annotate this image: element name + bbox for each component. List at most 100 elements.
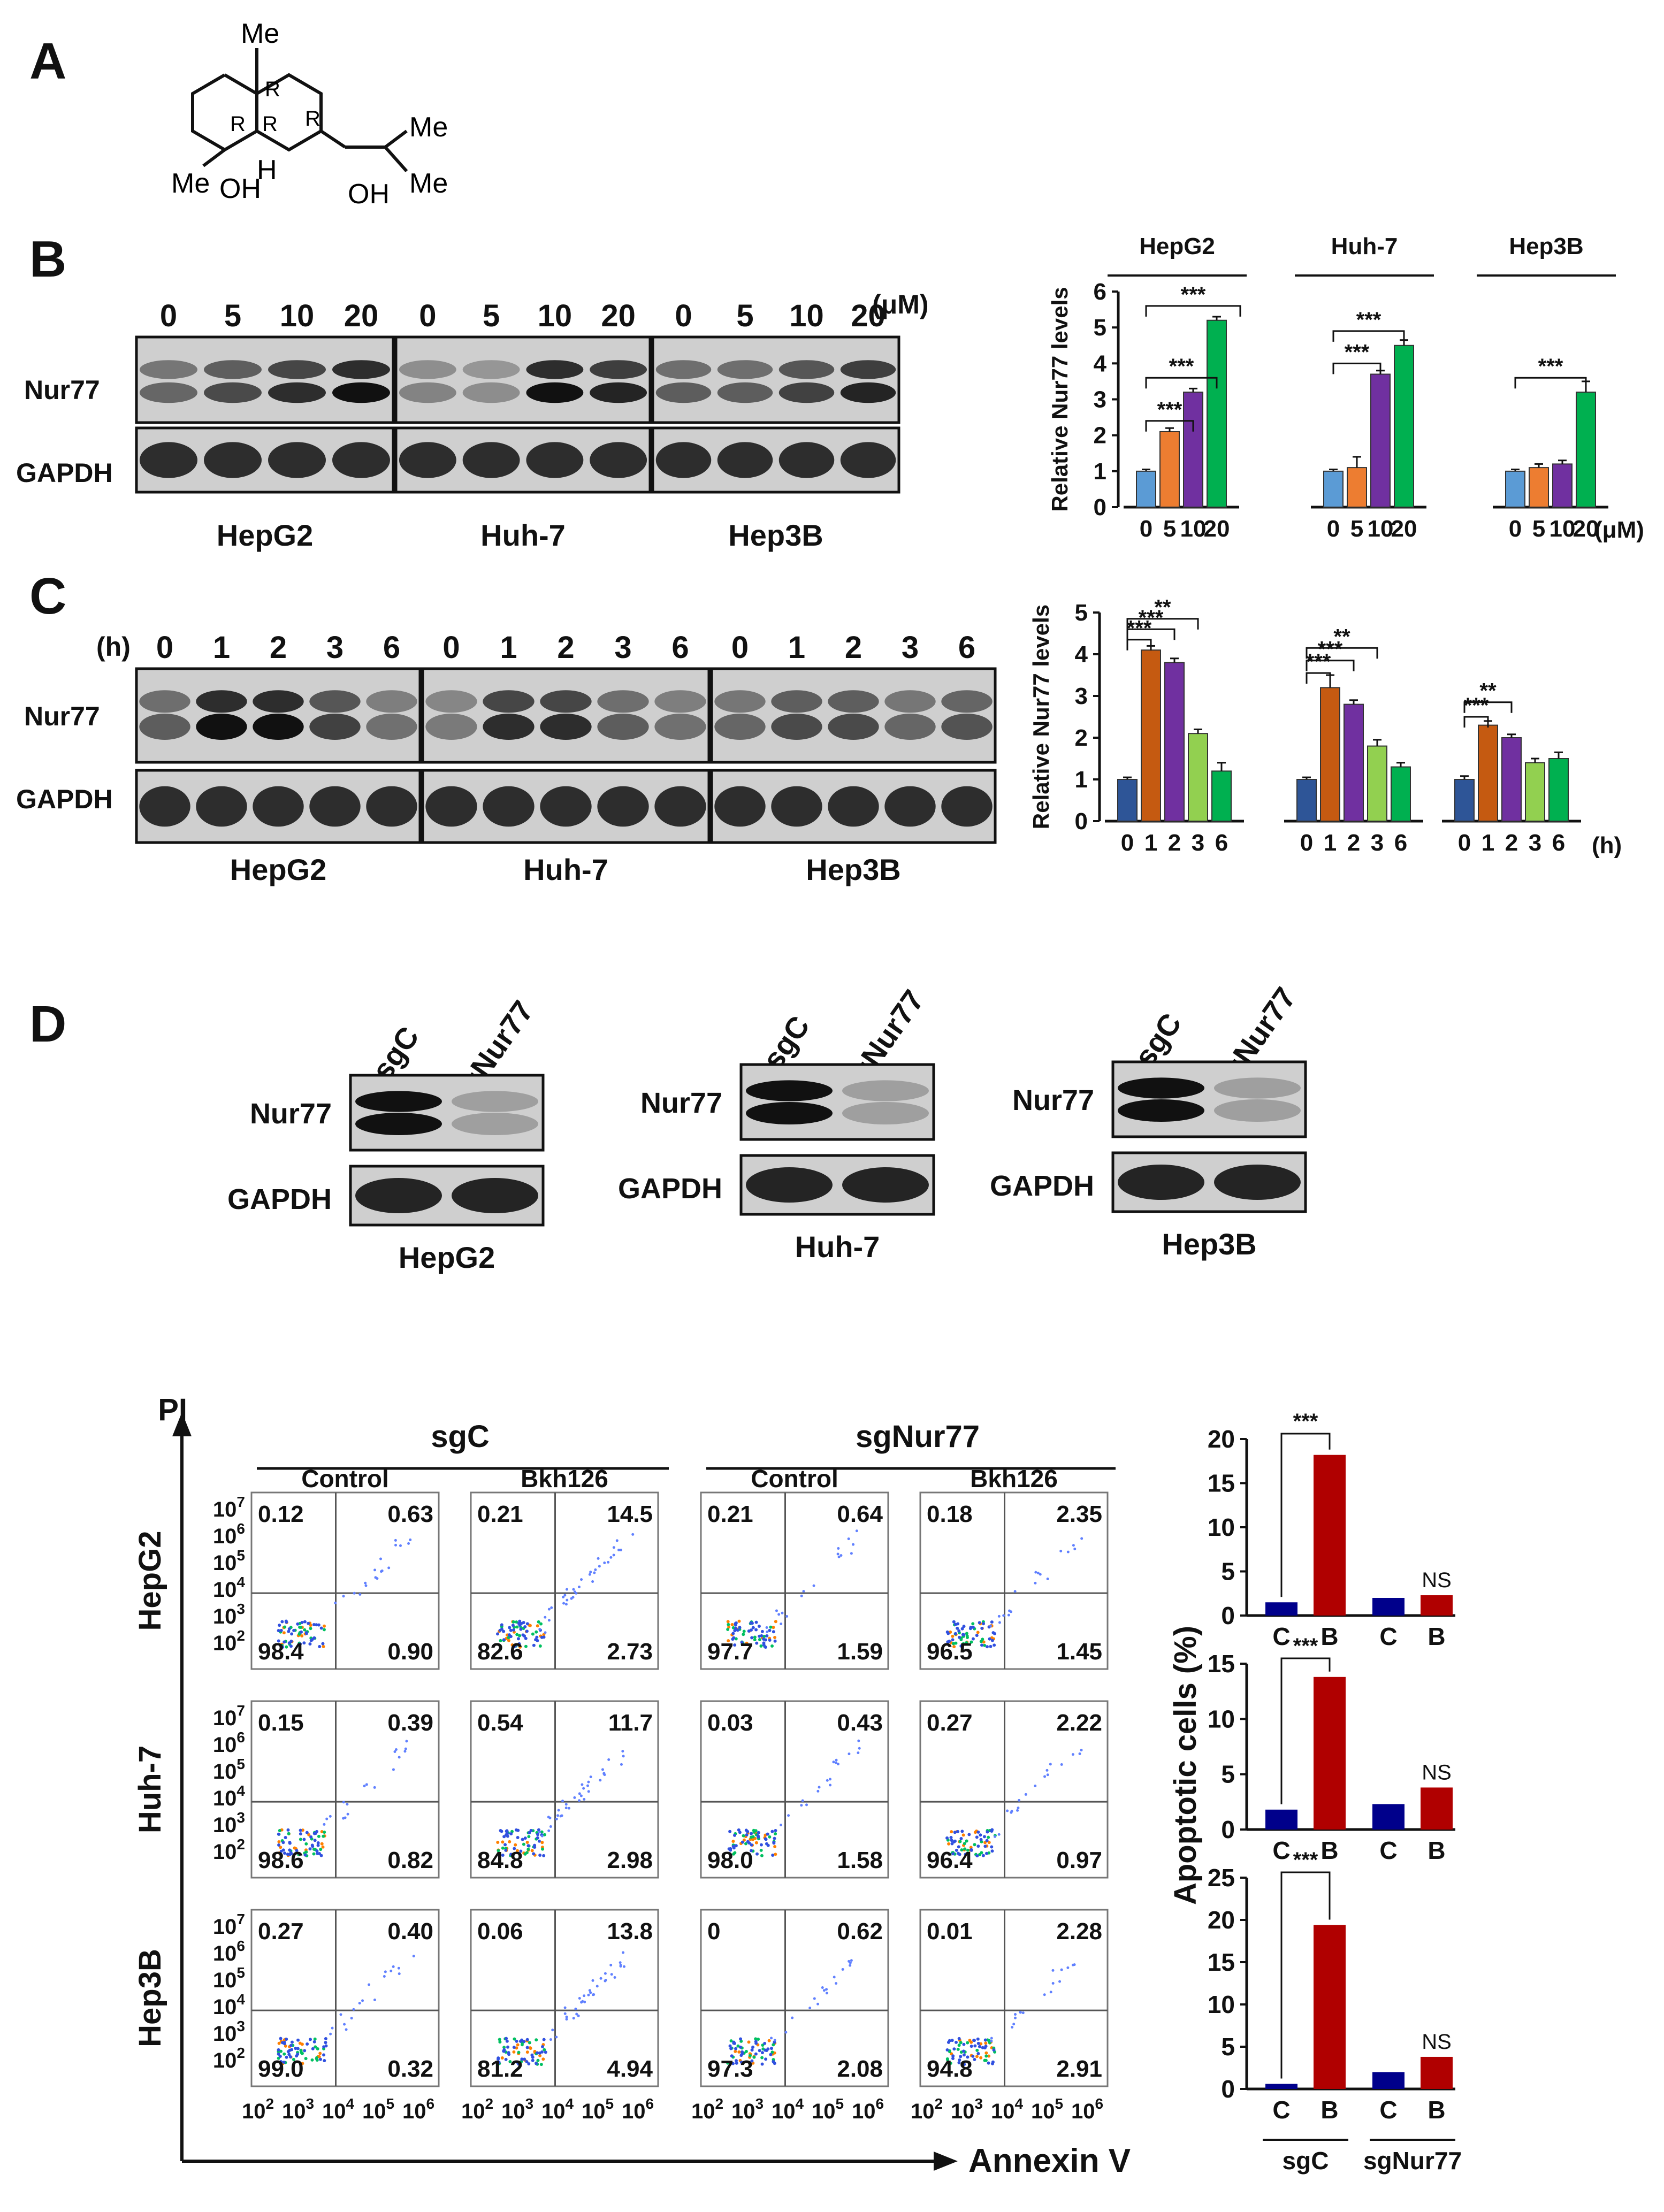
flow-xtick-label: 105 [812, 2095, 844, 2123]
flow-dot [562, 1596, 565, 1599]
flow-dot [536, 1836, 539, 1840]
flow-quad-ll: 94.8 [927, 2056, 973, 2082]
flow-dot [983, 1844, 987, 1848]
flow-quad-ur: 2.28 [1056, 1918, 1102, 1945]
flow-xtick-label: 104 [322, 2095, 355, 2123]
flow-dot [607, 1758, 610, 1761]
flow-dot [537, 1620, 540, 1624]
flow-dot [322, 2045, 326, 2049]
flow-dot [998, 1621, 1001, 1624]
flow-dot [588, 1573, 591, 1576]
apoptosis-group-label: sgC [1283, 2147, 1329, 2175]
flow-dot [812, 1584, 815, 1587]
blot-c-huh7-nur77-band [425, 714, 477, 740]
chart-b-xtick-label: 0 [1509, 516, 1522, 542]
flow-plot-frame [919, 1700, 1109, 1879]
flow-dot [297, 1853, 301, 1857]
blot-d-hep3b-gapdh-label: GAPDH [990, 1170, 1094, 1202]
flow-dot [623, 1965, 626, 1968]
flow-dot [517, 1642, 521, 1645]
flow-dot [508, 2060, 512, 2063]
flow-dot [821, 1986, 824, 1989]
chart-c-bar [1211, 770, 1232, 822]
flow-dot [363, 1785, 366, 1788]
flow-dot [959, 1638, 963, 1642]
flow-dot [565, 2018, 568, 2021]
flow-dot [962, 1625, 966, 1628]
apoptosis-ytick-label: 20 [1208, 1425, 1235, 1453]
blot-b-huh7-nur77-band [590, 382, 647, 403]
blot-c-hep3b-lane-label: 1 [788, 630, 805, 665]
flow-dot [742, 1633, 745, 1636]
chart-c-bar [1367, 745, 1387, 822]
flow-quad-ur: 0.64 [837, 1501, 883, 1527]
flow-dot [515, 2046, 518, 2050]
apoptosis-xtick-label: B [1320, 1836, 1338, 1864]
flow-dot [957, 2037, 961, 2040]
flow-dot [982, 1835, 986, 1839]
flow-dot [319, 1848, 323, 1851]
flow-dot [741, 2052, 744, 2056]
blot-b-huh7-nur77-band [399, 382, 456, 403]
flow-dot [394, 1539, 397, 1542]
flow-dot [964, 1853, 967, 1856]
flow-dot [772, 1841, 776, 1845]
chart-b-sig [1145, 420, 1194, 432]
flow-dot [301, 1828, 304, 1832]
chart-c-ytick-label: 4 [1075, 641, 1088, 668]
flow-dot [543, 2048, 546, 2052]
flow-dot [993, 1835, 996, 1838]
flow-dot [791, 2016, 794, 2019]
flow-dot [971, 1637, 975, 1641]
apoptosis-xtick-label: B [1320, 2096, 1338, 2124]
flow-dot [741, 1840, 744, 1844]
flow-dot [280, 1620, 284, 1624]
flow-dot [563, 1594, 567, 1597]
flow-dot [286, 1828, 290, 1832]
apoptosis-sig-bracket [1280, 1871, 1331, 2079]
flow-dot [303, 1628, 307, 1632]
chart-b-xtick-label: 10 [1368, 516, 1394, 542]
flow-dot [770, 1830, 774, 1833]
flow-dot [754, 2052, 758, 2056]
flow-dot [970, 1848, 973, 1851]
blot-d-hepg2-nur77 [349, 1074, 545, 1152]
blot-b-hep3b-gapdh-band [655, 442, 712, 478]
flow-dot [392, 1768, 395, 1771]
flow-ytick-label: 104 [213, 1991, 246, 2019]
flow-dot [294, 2047, 297, 2050]
flow-dot [992, 2048, 996, 2052]
flow-dot [526, 1844, 530, 1848]
flow-dot [555, 1817, 558, 1820]
flow-dot [612, 1546, 615, 1549]
flow-dot [523, 1836, 527, 1840]
blot-d-hep3b-nur77-label: Nur77 [1012, 1084, 1094, 1116]
panel-letter-b: B [29, 231, 67, 288]
flow-dot [368, 1983, 371, 1986]
flow-dot [982, 1640, 986, 1644]
blot-d-hep3b-nur77-frame [1111, 1060, 1307, 1138]
blot-c-hepg2-nur77-band [139, 714, 190, 740]
flow-dot [956, 1830, 960, 1833]
flow-dot [784, 2031, 788, 2034]
flow-dot [729, 1848, 732, 1852]
flow-dot [299, 1838, 302, 1841]
methyl-right-bottom: Me [409, 168, 448, 199]
chart-b-xtick-label: 10 [1180, 516, 1207, 542]
chart-c-sig-label: *** [1464, 694, 1489, 717]
flow-dot [800, 1804, 803, 1807]
flow-dot [956, 2047, 960, 2051]
flow-dot [502, 1835, 506, 1839]
flow-dot [536, 1833, 540, 1836]
flow-dot [990, 1845, 994, 1849]
flow-dot [1051, 1982, 1055, 1985]
flow-group-label: sgNur77 [856, 1419, 980, 1454]
flow-dot [324, 2041, 327, 2045]
flow-dot [981, 1637, 984, 1641]
flow-dot [315, 1849, 319, 1853]
flow-dot [1049, 1763, 1052, 1766]
flow-dot [304, 1842, 308, 1846]
flow-dot [973, 2057, 976, 2061]
